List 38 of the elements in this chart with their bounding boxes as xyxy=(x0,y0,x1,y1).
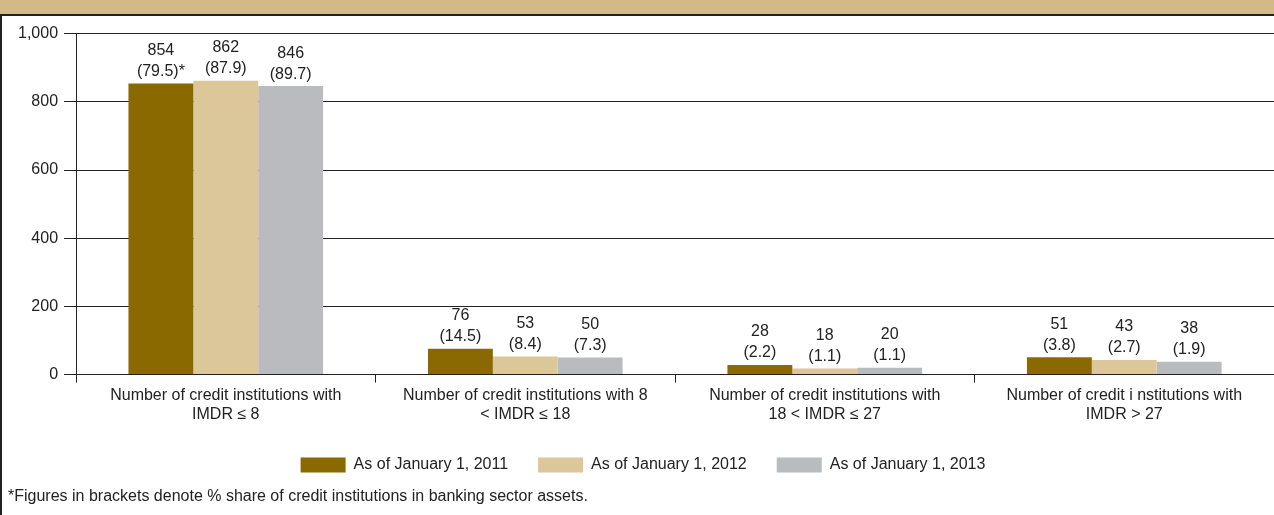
data-label: 846 (89.7) xyxy=(269,43,312,82)
data-label: 43 (2.7) xyxy=(1107,317,1141,356)
data-label: 854 (79.5)* xyxy=(136,40,185,79)
bar xyxy=(1026,357,1092,375)
x-tick-label: Number of credit institutions with IMDR ≤ 8 xyxy=(110,385,342,422)
data-label: 28 (2.2) xyxy=(743,322,777,361)
data-label: 51 (3.8) xyxy=(1042,314,1076,353)
y-tick-label: 1,000 xyxy=(17,24,59,42)
bar xyxy=(193,80,259,375)
y-tick-label: 0 xyxy=(49,365,59,383)
bar xyxy=(492,356,558,375)
bar xyxy=(128,83,194,375)
bar xyxy=(857,367,923,375)
data-label: 18 (1.1) xyxy=(808,325,842,364)
bar xyxy=(1091,359,1157,375)
data-label: 76 (14.5) xyxy=(439,306,482,345)
y-tick-label: 600 xyxy=(31,160,59,178)
data-label: 50 (7.3) xyxy=(573,314,607,353)
bar xyxy=(427,348,493,375)
data-label: 53 (8.4) xyxy=(508,313,542,352)
bar xyxy=(557,357,623,375)
legend-label: As of January 1, 2011 xyxy=(353,455,509,473)
x-tick-label: Number of credit institutions with 8 < IMDR ≤ 18 xyxy=(403,385,648,422)
bar xyxy=(727,365,793,375)
data-label: 20 (1.1) xyxy=(873,325,907,364)
text: *Figures in brackets denote % share of credit institutions in banking sector assets. xyxy=(8,487,588,505)
bar xyxy=(792,368,858,375)
bar xyxy=(258,86,324,375)
data-label: 38 (1.9) xyxy=(1172,319,1206,358)
x-tick-label: Number of credit i nstitutions with IMDR > 27 xyxy=(1006,385,1243,422)
bar xyxy=(1156,361,1222,375)
y-tick-label: 200 xyxy=(31,296,59,314)
y-tick-label: 800 xyxy=(31,92,59,110)
y-tick-label: 400 xyxy=(31,228,59,246)
legend-label: As of January 1, 2012 xyxy=(591,455,747,473)
x-tick-label: Number of credit institutions with 18 < IMDR ≤ 27 xyxy=(709,385,941,422)
data-label: 862 (87.9) xyxy=(204,38,247,77)
legend-label: As of January 1, 2013 xyxy=(829,455,986,473)
